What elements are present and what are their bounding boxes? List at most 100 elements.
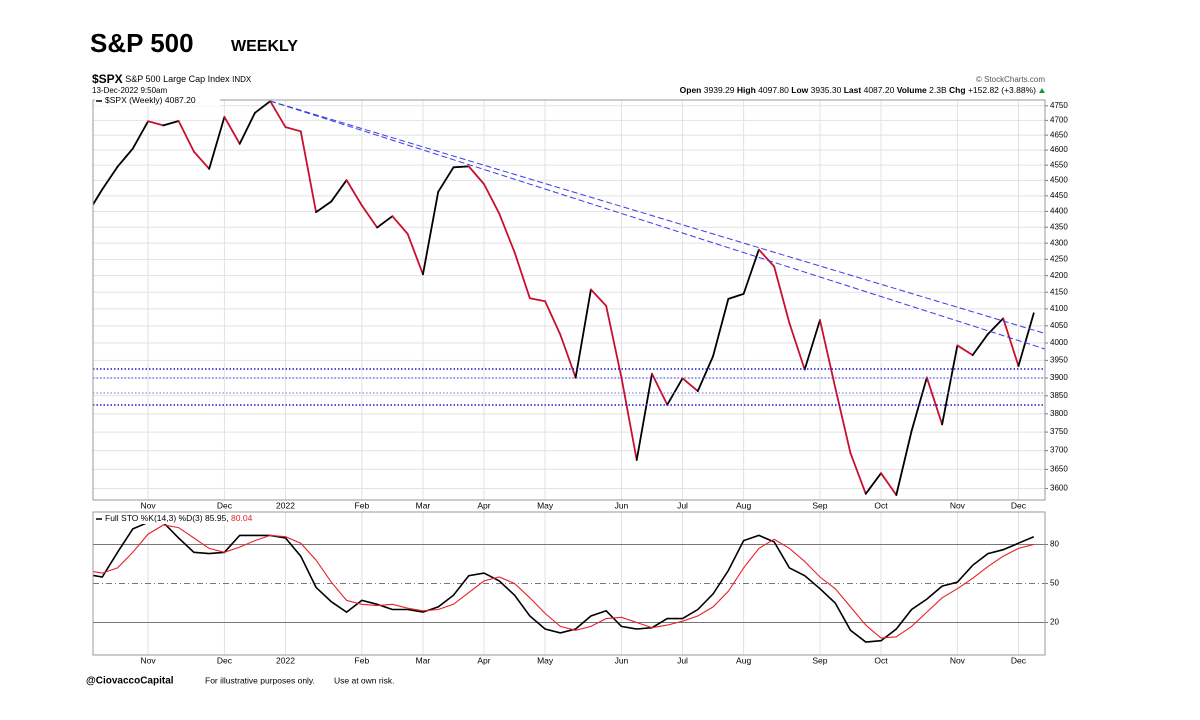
price-segment (971, 333, 989, 357)
price-segment (666, 377, 684, 406)
price-segment (162, 120, 180, 127)
x-tick-label: Aug (736, 500, 751, 510)
footer-note: Use at own risk. (334, 675, 394, 685)
volume: 2.3B (929, 85, 947, 95)
price-segment (757, 248, 776, 268)
x-tick-label: Dec (1011, 655, 1027, 665)
price-segment (223, 115, 241, 145)
price-segment (101, 165, 119, 191)
exchange: INDX (232, 75, 252, 84)
index-name: S&P 500 Large Cap Index (125, 74, 230, 84)
price-segment (773, 265, 791, 325)
trendline (269, 100, 1045, 350)
y-tick-label: 4650 (1050, 130, 1068, 139)
price-segment (422, 190, 440, 276)
y-tick-label: 4600 (1050, 145, 1068, 154)
price-segment (651, 372, 669, 406)
y-tick-label: 4250 (1050, 254, 1068, 263)
price-segment (208, 115, 226, 170)
subtitle: WEEKLY (231, 38, 298, 55)
x-tick-label: Feb (355, 655, 370, 665)
x-tick-label: Nov (141, 655, 157, 665)
price-segment (437, 166, 455, 193)
price-segment (742, 248, 760, 295)
legend-entry: Full STO %K(14,3) %D(3) (105, 513, 203, 523)
y-tick-label: 4200 (1050, 271, 1068, 280)
price-segment (1017, 312, 1035, 367)
open: 3939.29 (704, 85, 735, 95)
y-tick-label: 4750 (1050, 101, 1068, 110)
y-tick-label: 3750 (1050, 427, 1068, 436)
y-tick-label: 50 (1050, 579, 1059, 588)
price-segment (131, 120, 149, 150)
price-segment (498, 212, 516, 254)
price-segment (376, 215, 394, 229)
price-segment (315, 200, 333, 213)
price-segment (360, 204, 379, 229)
price-segment (192, 150, 211, 170)
x-tick-label: Dec (217, 500, 233, 510)
legend-separator: , (226, 513, 228, 523)
annotations (93, 100, 1045, 406)
price-segment (147, 120, 165, 127)
x-tick-label: 2022 (276, 500, 295, 510)
price-segment (254, 100, 272, 114)
price-segment (345, 179, 363, 207)
price-segment (513, 251, 531, 300)
x-tick-label: May (537, 655, 554, 665)
price-segment (544, 300, 562, 336)
y-tick-label: 3850 (1050, 391, 1068, 400)
price-segment (452, 165, 470, 169)
series-line (93, 521, 1035, 643)
x-tick-label: Dec (1011, 500, 1027, 510)
legend-bg (95, 96, 220, 106)
series-group (93, 100, 1035, 496)
price-legend: $SPX (Weekly) 4087.20 (105, 95, 196, 105)
low: 3935.30 (811, 85, 842, 95)
up-arrow (1039, 88, 1045, 93)
x-tick-label: Nov (141, 500, 157, 510)
price-segment (849, 452, 867, 495)
y-tick-label: 4150 (1050, 287, 1068, 296)
price-segment (406, 233, 424, 276)
volume-label: Volume (897, 85, 927, 95)
y-tick-label: 4550 (1050, 160, 1068, 169)
high: 4097.80 (758, 85, 789, 95)
y-tick-label: 4700 (1050, 116, 1068, 125)
y-tick-label: 3600 (1050, 484, 1068, 493)
price-segment (559, 333, 577, 379)
x-tick-label: Apr (477, 655, 490, 665)
price-segment (834, 386, 852, 455)
price-segment (925, 376, 944, 426)
x-tick-label: Oct (874, 655, 888, 665)
x-tick-label: Nov (950, 655, 966, 665)
price-segment (330, 179, 348, 203)
x-tick-label: Sep (812, 500, 827, 510)
y-tick-label: 4050 (1050, 321, 1068, 330)
chg-label: Chg (949, 85, 966, 95)
price-segment (391, 215, 409, 235)
x-tick-label: Oct (874, 500, 888, 510)
y-tick-label: 20 (1050, 618, 1059, 627)
x-tick-label: Sep (812, 655, 827, 665)
chg: +152.82 (+3.88%) (968, 85, 1036, 95)
y-tick-label: 4500 (1050, 176, 1068, 185)
y-tick-label: 80 (1050, 540, 1059, 549)
last: 4087.20 (864, 85, 895, 95)
price-segment (864, 472, 882, 495)
source: © StockCharts.com (976, 75, 1045, 84)
legend-value: 4087.20 (165, 95, 196, 105)
price-segment (483, 183, 501, 215)
x-tick-label: Mar (416, 500, 431, 510)
price-segment (528, 297, 546, 303)
title: S&P 500 (90, 28, 194, 58)
y-tick-label: 4350 (1050, 222, 1068, 231)
price-segment (284, 126, 302, 133)
price-segment (788, 322, 806, 371)
x-tick-label: Jun (615, 500, 629, 510)
price-panel: Nov Dec 2022 Feb Mar Apr May Jun Jul Aug Sep Oct Nov… (93, 100, 1068, 510)
y-tick-label: 3950 (1050, 355, 1068, 364)
x-tick-label: May (537, 500, 554, 510)
price-segment (116, 147, 134, 168)
handle: @CiovaccoCapital (86, 676, 174, 687)
